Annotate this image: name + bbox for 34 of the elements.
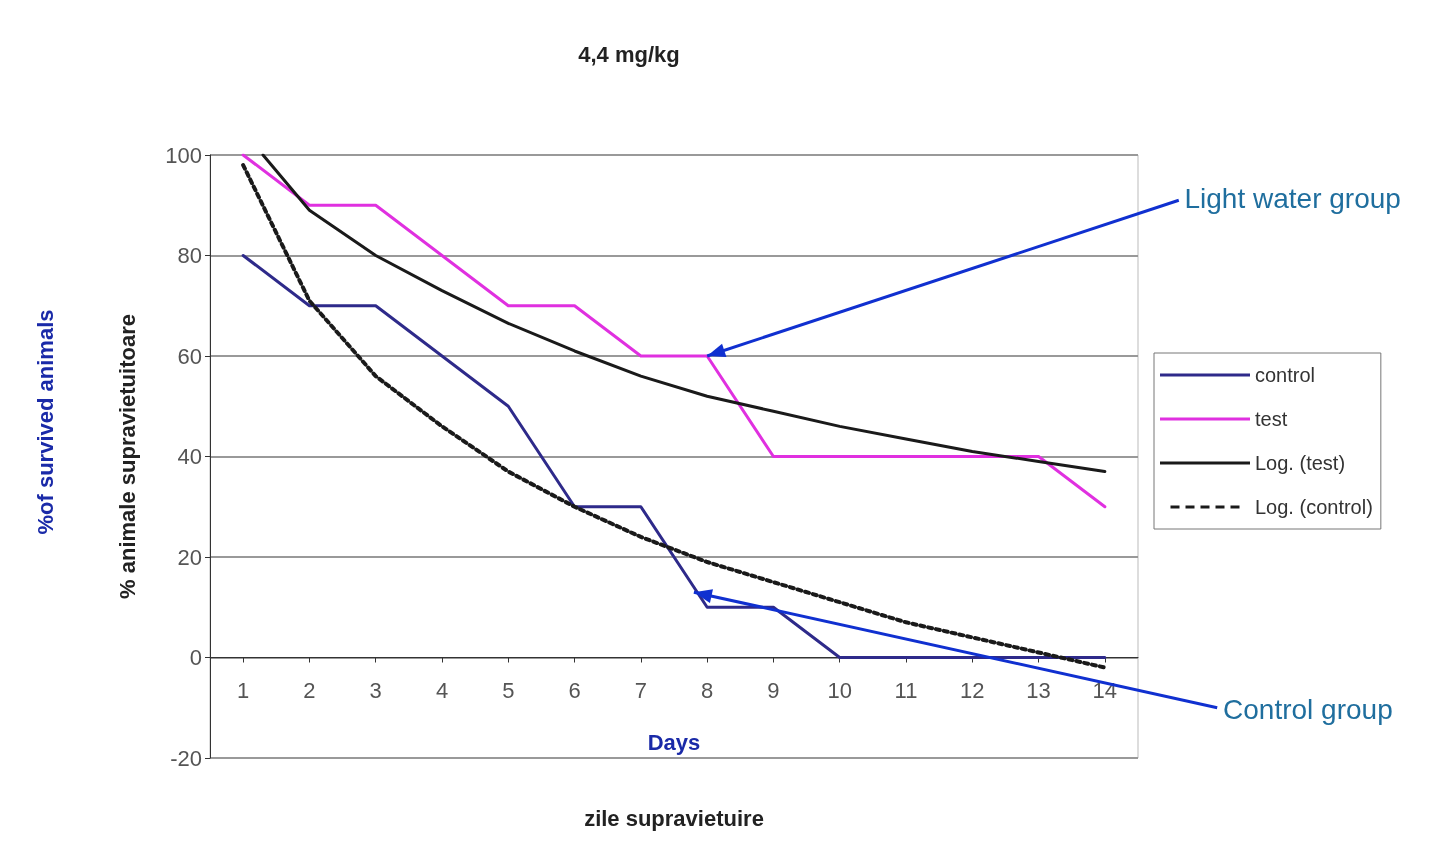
y-tick-label: 80 — [177, 243, 202, 268]
legend-label: test — [1255, 408, 1288, 430]
annotation: Days — [647, 729, 701, 756]
annotation: Control group — [1223, 693, 1393, 725]
annotation: Light water group — [1184, 182, 1401, 214]
x-tick-label: 5 — [502, 678, 515, 703]
y-tick-label: 100 — [165, 142, 202, 168]
chart-title: 4,4 mg/kg — [578, 41, 680, 67]
x-tick-label: 7 — [634, 678, 647, 703]
y-tick-label: 60 — [177, 343, 202, 369]
y-tick-label: 40 — [177, 444, 202, 469]
x-tick-label: 13 — [1026, 678, 1051, 703]
text: %of survived animals — [33, 309, 59, 534]
x-tick-label: 10 — [827, 678, 852, 703]
legend-label: control — [1255, 364, 1316, 386]
x-tick-label: 3 — [369, 678, 382, 703]
x-tick-label: 8 — [701, 678, 714, 703]
x-tick-label: 14 — [1092, 678, 1118, 703]
x-tick-label: 12 — [960, 678, 985, 703]
line-series — [241, 163, 1107, 670]
y-tick-label: -20 — [170, 745, 202, 771]
x-tick-label: 2 — [303, 678, 316, 703]
line-series — [241, 254, 1107, 659]
y-tick-label: 0 — [189, 645, 202, 670]
y-axis-title: % animale supravietuitoare — [114, 314, 140, 599]
x-tick-label: 9 — [767, 678, 780, 703]
x-tick-label: 4 — [435, 678, 449, 703]
legend-label: Log. (control) — [1255, 496, 1373, 518]
x-tick-label: 1 — [237, 678, 250, 703]
y-tick-label: 20 — [177, 544, 202, 570]
x-tick-label: 11 — [894, 678, 918, 703]
legend-label: Log. (test) — [1255, 452, 1346, 474]
x-tick-label: 6 — [568, 678, 581, 703]
x-axis-title: zile supravietuire — [584, 806, 764, 831]
